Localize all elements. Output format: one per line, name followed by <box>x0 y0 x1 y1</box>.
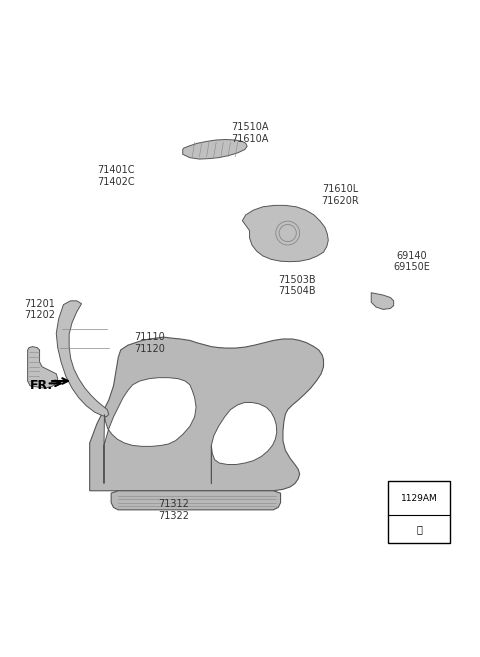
Polygon shape <box>111 491 281 510</box>
Text: 71510A
71610A: 71510A 71610A <box>231 122 268 144</box>
Polygon shape <box>371 293 394 309</box>
Text: 71312
71322: 71312 71322 <box>158 499 189 520</box>
Text: 71503B
71504B: 71503B 71504B <box>278 275 316 296</box>
Polygon shape <box>242 206 328 261</box>
Polygon shape <box>56 301 109 417</box>
Text: FR.: FR. <box>30 379 53 392</box>
Text: 71401C
71402C: 71401C 71402C <box>97 165 135 187</box>
Text: 71201
71202: 71201 71202 <box>24 299 55 320</box>
Polygon shape <box>211 403 277 484</box>
Text: 1129AM: 1129AM <box>401 494 437 503</box>
Text: 71610L
71620R: 71610L 71620R <box>321 184 359 206</box>
Polygon shape <box>28 347 58 388</box>
Polygon shape <box>90 337 324 491</box>
Polygon shape <box>104 378 196 484</box>
FancyBboxPatch shape <box>388 481 450 543</box>
Text: 71110
71120: 71110 71120 <box>134 332 165 353</box>
Polygon shape <box>183 139 247 159</box>
Text: 69140
69150E: 69140 69150E <box>394 251 430 273</box>
Text: 🔩: 🔩 <box>416 524 422 534</box>
